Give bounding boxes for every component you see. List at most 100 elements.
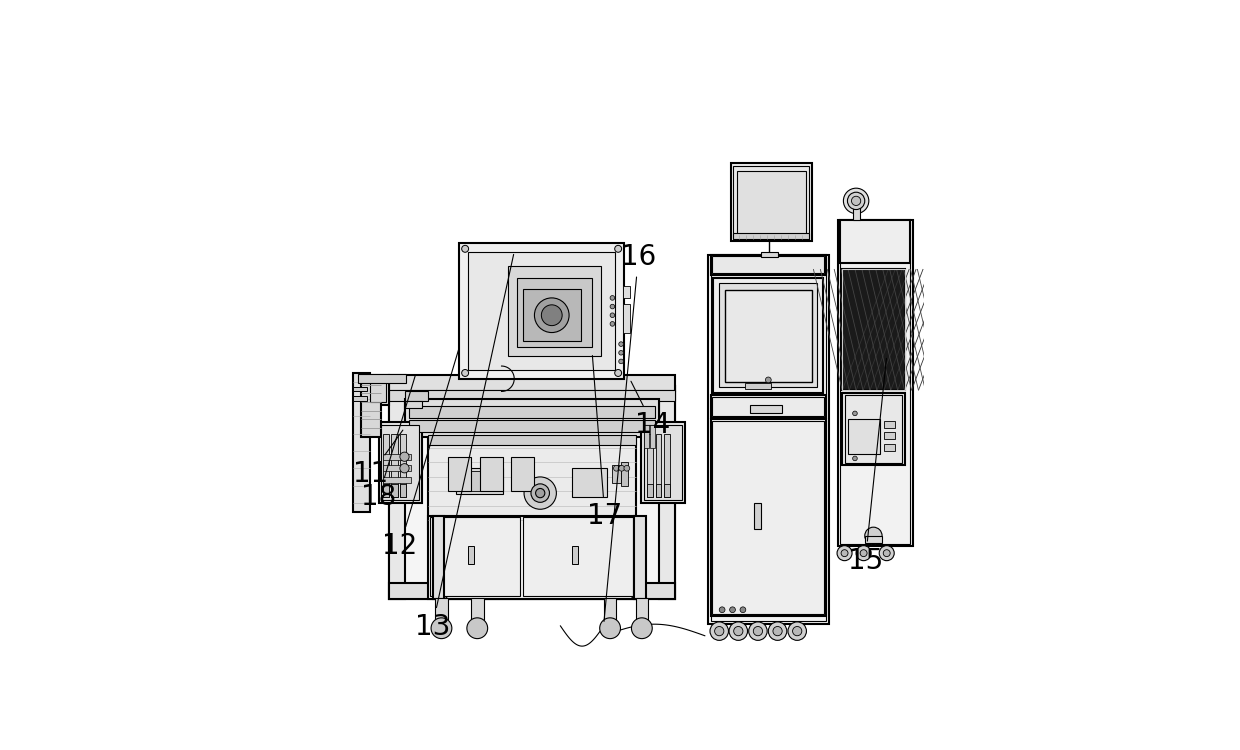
Circle shape <box>883 550 890 556</box>
Bar <box>842 393 905 465</box>
Circle shape <box>711 622 728 640</box>
Bar <box>383 465 412 471</box>
Circle shape <box>610 304 615 309</box>
Bar <box>844 395 903 463</box>
Circle shape <box>610 296 615 300</box>
Circle shape <box>619 465 625 471</box>
Circle shape <box>619 359 624 364</box>
Bar <box>713 278 823 393</box>
Bar <box>428 515 635 599</box>
Bar <box>622 286 630 298</box>
Bar <box>480 457 502 491</box>
Bar <box>459 471 500 491</box>
Text: 15: 15 <box>848 358 887 574</box>
Circle shape <box>399 452 409 461</box>
Circle shape <box>843 188 869 214</box>
Text: 18: 18 <box>361 376 415 512</box>
Bar <box>754 503 761 529</box>
Bar <box>361 382 382 436</box>
Bar <box>370 377 386 402</box>
Circle shape <box>615 245 621 252</box>
Bar <box>745 382 771 388</box>
Bar <box>358 374 407 382</box>
Bar <box>842 269 905 390</box>
Bar <box>433 515 444 599</box>
Circle shape <box>461 370 469 376</box>
Bar <box>467 546 474 563</box>
Bar <box>708 254 830 624</box>
Bar <box>405 399 660 436</box>
Bar <box>409 406 655 418</box>
Bar <box>352 396 367 400</box>
Circle shape <box>734 626 743 636</box>
Bar <box>711 395 826 418</box>
Bar <box>523 517 632 596</box>
Bar <box>644 425 649 448</box>
Text: 13: 13 <box>414 254 513 641</box>
Circle shape <box>749 622 768 640</box>
Bar <box>650 425 655 448</box>
Bar <box>389 386 675 599</box>
Circle shape <box>769 622 787 640</box>
Bar <box>428 435 635 445</box>
Circle shape <box>714 626 724 636</box>
Bar <box>352 387 367 392</box>
Circle shape <box>631 618 652 639</box>
Bar <box>864 536 882 543</box>
Circle shape <box>536 488 544 498</box>
Bar <box>613 465 621 483</box>
Bar <box>389 584 675 599</box>
Bar <box>391 484 398 497</box>
Text: 12: 12 <box>382 350 459 560</box>
Bar <box>399 433 405 497</box>
Bar <box>389 390 675 400</box>
Bar <box>405 400 423 408</box>
Bar <box>884 444 895 451</box>
Circle shape <box>754 626 763 636</box>
Bar <box>647 433 652 497</box>
Bar <box>621 463 627 485</box>
Circle shape <box>531 484 549 502</box>
Bar <box>389 386 405 599</box>
Bar <box>383 484 389 497</box>
Bar <box>884 421 895 428</box>
Circle shape <box>619 342 624 346</box>
Circle shape <box>837 546 852 561</box>
Bar <box>572 546 578 563</box>
Bar <box>383 454 412 460</box>
Bar <box>733 166 810 239</box>
Bar <box>656 433 661 497</box>
Text: 11: 11 <box>353 430 403 488</box>
Circle shape <box>525 477 557 509</box>
Bar <box>761 252 777 257</box>
Circle shape <box>610 313 615 317</box>
Circle shape <box>773 626 782 636</box>
Bar <box>405 392 428 400</box>
Circle shape <box>852 196 861 206</box>
Bar <box>712 398 823 416</box>
Circle shape <box>534 298 569 332</box>
Bar <box>523 290 580 341</box>
Text: 14: 14 <box>631 381 671 439</box>
Bar <box>367 375 389 405</box>
Circle shape <box>729 622 748 640</box>
Text: 16: 16 <box>604 244 656 622</box>
Circle shape <box>432 618 451 639</box>
Bar <box>622 304 630 332</box>
Bar <box>712 256 823 273</box>
Bar <box>711 257 826 621</box>
Bar <box>467 252 615 370</box>
Circle shape <box>856 546 872 561</box>
Circle shape <box>787 622 806 640</box>
Bar <box>839 220 910 263</box>
Circle shape <box>740 607 745 613</box>
Bar <box>656 484 661 497</box>
Bar <box>430 517 520 596</box>
Bar <box>711 419 826 616</box>
Bar <box>665 433 670 497</box>
Circle shape <box>861 550 867 556</box>
Bar <box>711 254 826 274</box>
Bar <box>842 269 905 390</box>
Circle shape <box>853 411 857 416</box>
Text: 17: 17 <box>588 356 622 530</box>
